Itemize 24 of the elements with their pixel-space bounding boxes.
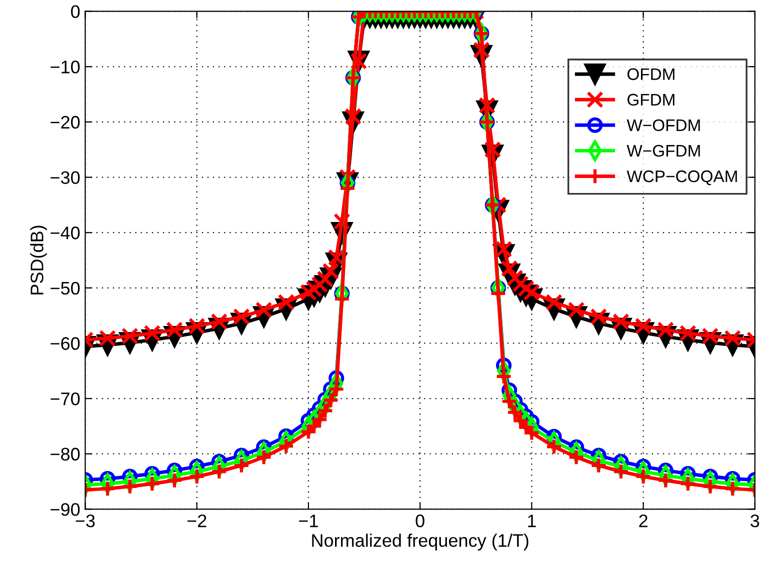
legend-label: W−OFDM bbox=[626, 119, 700, 132]
x-tick-label: 3 bbox=[750, 514, 760, 528]
y-tick-label: −20 bbox=[50, 116, 80, 129]
legend-label: W−GFDM bbox=[626, 144, 700, 157]
legend-label: GFDM bbox=[628, 94, 674, 106]
x-tick-label: 2 bbox=[639, 514, 648, 528]
y-tick-label: −40 bbox=[50, 226, 80, 240]
x-tick-label: −1 bbox=[299, 514, 318, 528]
y-tick-label: −80 bbox=[50, 448, 80, 461]
x-tick-label: −3 bbox=[76, 514, 95, 528]
y-tick-label: −30 bbox=[50, 171, 80, 184]
legend-label: OFDM bbox=[627, 68, 674, 80]
legend-label: WCP−COQAM bbox=[626, 170, 737, 186]
y-tick-label: −70 bbox=[50, 392, 80, 406]
x-axis-title: Normalized frequency (1/T) bbox=[312, 534, 528, 550]
y-tick-label: −90 bbox=[50, 503, 80, 516]
x-tick-label: 0 bbox=[416, 514, 424, 528]
y-tick-label: −50 bbox=[50, 282, 80, 295]
y-axis-title: PSD(dB) bbox=[30, 226, 47, 294]
y-tick-label: 0 bbox=[71, 5, 80, 18]
y-tick-label: −60 bbox=[50, 337, 80, 350]
x-tick-label: 1 bbox=[528, 514, 536, 528]
y-tick-label: −10 bbox=[50, 60, 80, 74]
x-tick-label: −2 bbox=[187, 514, 206, 528]
